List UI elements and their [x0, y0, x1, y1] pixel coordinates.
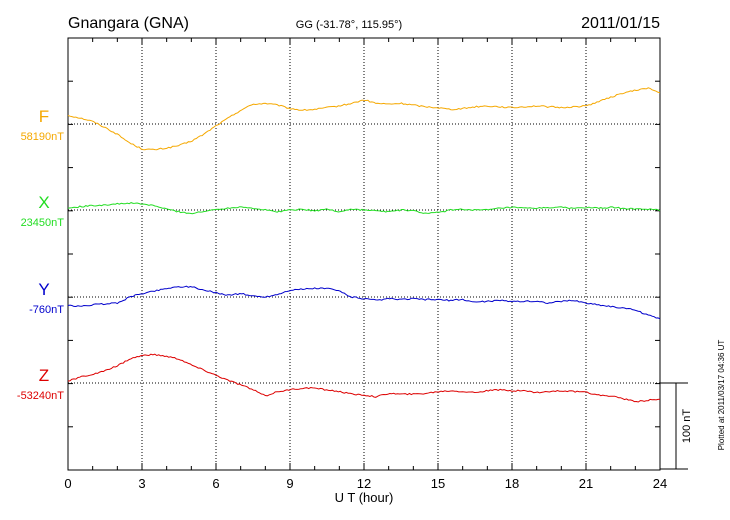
- x-tick-label: 9: [286, 476, 293, 491]
- scale-bar-label: 100 nT: [681, 409, 693, 444]
- station-coordinates: GG (-31.78°, 115.95°): [296, 19, 402, 31]
- series-name-x: X: [38, 193, 49, 212]
- plotted-timestamp: Plotted at 2011/03/17 04:36 UT: [717, 340, 726, 451]
- x-tick-labels: 0 3 6 9 12 15 18 21 24: [64, 476, 667, 491]
- series-baseline-x: 23450nT: [21, 217, 65, 229]
- series-line-z: [67, 353, 661, 403]
- x-tick-label: 12: [357, 476, 371, 491]
- series-labels: F 58190nT X 23450nT Y -760nT Z -53240nT: [17, 107, 64, 402]
- series-baseline-y: -760nT: [29, 304, 64, 316]
- x-tick-label: 3: [138, 476, 145, 491]
- station-title: Gnangara (GNA): [68, 15, 189, 32]
- date-label: 2011/01/15: [581, 15, 660, 32]
- series-name-y: Y: [38, 280, 49, 299]
- x-tick-label: 18: [505, 476, 519, 491]
- series-baseline-f: 58190nT: [21, 131, 65, 143]
- series-baseline-z: -53240nT: [17, 390, 64, 402]
- x-tick-label: 24: [653, 476, 667, 491]
- series-lines: [67, 87, 661, 403]
- grid-lines: [68, 38, 660, 470]
- x-tick-label: 6: [212, 476, 219, 491]
- series-line-y: [67, 285, 661, 320]
- scale-bar: 100 nT: [660, 382, 693, 470]
- series-line-x: [67, 202, 661, 215]
- x-tick-label: 0: [64, 476, 71, 491]
- series-line-f: [67, 87, 661, 151]
- x-tick-label: 21: [579, 476, 593, 491]
- x-tick-label: 15: [431, 476, 445, 491]
- series-name-f: F: [39, 107, 49, 126]
- series-name-z: Z: [39, 366, 49, 385]
- axis-ticks: [67, 37, 661, 471]
- x-axis-label: U T (hour): [335, 490, 394, 505]
